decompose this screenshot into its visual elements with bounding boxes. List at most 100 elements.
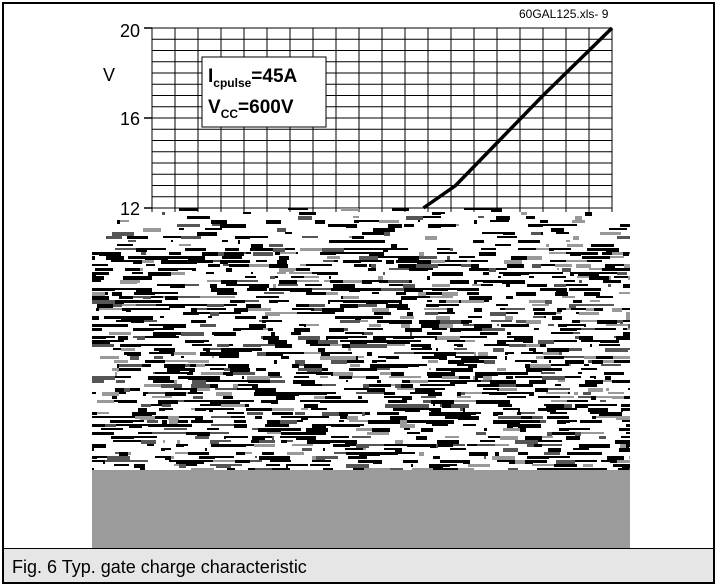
noise-block bbox=[521, 416, 532, 419]
noise-block bbox=[497, 340, 506, 344]
noise-block bbox=[629, 444, 630, 447]
noise-block bbox=[323, 260, 334, 262]
noise-block bbox=[538, 408, 547, 411]
noise-block bbox=[420, 408, 429, 410]
noise-block bbox=[384, 396, 402, 398]
noise-block bbox=[297, 312, 320, 314]
noise-block bbox=[152, 396, 172, 398]
noise-block bbox=[197, 232, 217, 236]
noise-block bbox=[437, 252, 457, 254]
noise-block bbox=[298, 216, 312, 220]
noise-block bbox=[588, 360, 592, 363]
noise-block bbox=[250, 248, 273, 251]
noise-block bbox=[116, 320, 131, 322]
noise-block bbox=[463, 460, 470, 464]
noise-block bbox=[467, 380, 475, 382]
noise-block bbox=[344, 248, 360, 250]
noise-block bbox=[459, 380, 467, 384]
noise-block bbox=[484, 360, 495, 364]
noise-block bbox=[526, 344, 540, 347]
noise-block bbox=[607, 244, 614, 247]
noise-block bbox=[350, 344, 372, 348]
noise-block bbox=[206, 348, 210, 352]
noise-block bbox=[423, 288, 432, 290]
noise-block bbox=[204, 460, 213, 462]
noise-block bbox=[478, 216, 484, 218]
noise-block bbox=[575, 336, 579, 339]
noise-block bbox=[359, 220, 375, 222]
noise-block bbox=[558, 380, 565, 382]
noise-block bbox=[327, 256, 340, 259]
noise-block bbox=[124, 388, 130, 392]
noise-block bbox=[534, 444, 542, 447]
noise-block bbox=[366, 300, 388, 304]
noise-block bbox=[461, 328, 470, 331]
noise-block bbox=[205, 448, 207, 451]
noise-block bbox=[270, 460, 291, 462]
noise-block bbox=[405, 328, 422, 332]
noise-block bbox=[184, 400, 205, 402]
noise-block bbox=[235, 236, 248, 239]
noise-block bbox=[331, 360, 347, 364]
noise-block bbox=[416, 436, 427, 440]
noise-block bbox=[169, 460, 176, 462]
noise-block bbox=[354, 264, 367, 267]
noise-block bbox=[474, 324, 492, 328]
noise-block bbox=[227, 412, 244, 414]
noise-block bbox=[583, 392, 591, 395]
noise-block bbox=[155, 416, 165, 419]
noise-block bbox=[367, 392, 384, 394]
noise-block bbox=[253, 252, 273, 256]
noise-block bbox=[514, 468, 518, 471]
noise-block bbox=[348, 240, 363, 243]
noise-block bbox=[92, 272, 96, 276]
noise-block bbox=[369, 444, 384, 446]
noise-block bbox=[468, 364, 477, 368]
noise-block bbox=[404, 428, 410, 430]
noise-block bbox=[205, 364, 226, 366]
noise-block bbox=[246, 304, 261, 308]
noise-block bbox=[178, 420, 188, 423]
noise-block bbox=[233, 348, 252, 352]
noise-block bbox=[151, 344, 164, 346]
noise-block bbox=[606, 340, 619, 343]
noise-block bbox=[287, 452, 304, 455]
noise-block bbox=[584, 468, 607, 470]
noise-block bbox=[192, 268, 194, 271]
noise-block bbox=[230, 368, 250, 372]
noise-block bbox=[596, 416, 616, 418]
noise-block bbox=[505, 352, 508, 355]
noise-block bbox=[612, 308, 622, 312]
noise-block bbox=[493, 420, 500, 424]
noise-block bbox=[569, 428, 590, 430]
noise-block bbox=[428, 380, 450, 382]
noise-block bbox=[442, 404, 451, 408]
noise-block bbox=[421, 324, 439, 328]
noise-block bbox=[347, 416, 358, 420]
noise-block bbox=[258, 436, 265, 440]
noise-block bbox=[531, 232, 541, 235]
noise-block bbox=[197, 388, 210, 391]
noise-block bbox=[210, 368, 224, 370]
noise-block bbox=[447, 340, 465, 342]
noise-block bbox=[314, 308, 322, 311]
noise-block bbox=[592, 304, 614, 306]
noise-block bbox=[554, 248, 571, 250]
noise-block bbox=[267, 420, 280, 424]
noise-block bbox=[154, 328, 174, 330]
noise-block bbox=[350, 360, 364, 363]
noise-block bbox=[234, 308, 248, 312]
noise-block bbox=[578, 372, 582, 374]
obscured-region bbox=[92, 208, 630, 472]
noise-block bbox=[590, 300, 600, 302]
noise-block bbox=[592, 416, 596, 419]
noise-block bbox=[334, 260, 338, 262]
noise-block bbox=[311, 408, 320, 410]
noise-block bbox=[245, 452, 252, 454]
noise-block bbox=[211, 424, 234, 426]
noise-block bbox=[554, 340, 577, 342]
noise-block bbox=[569, 304, 576, 308]
noise-block bbox=[612, 252, 623, 255]
noise-block bbox=[277, 228, 286, 232]
noise-block bbox=[200, 352, 218, 356]
